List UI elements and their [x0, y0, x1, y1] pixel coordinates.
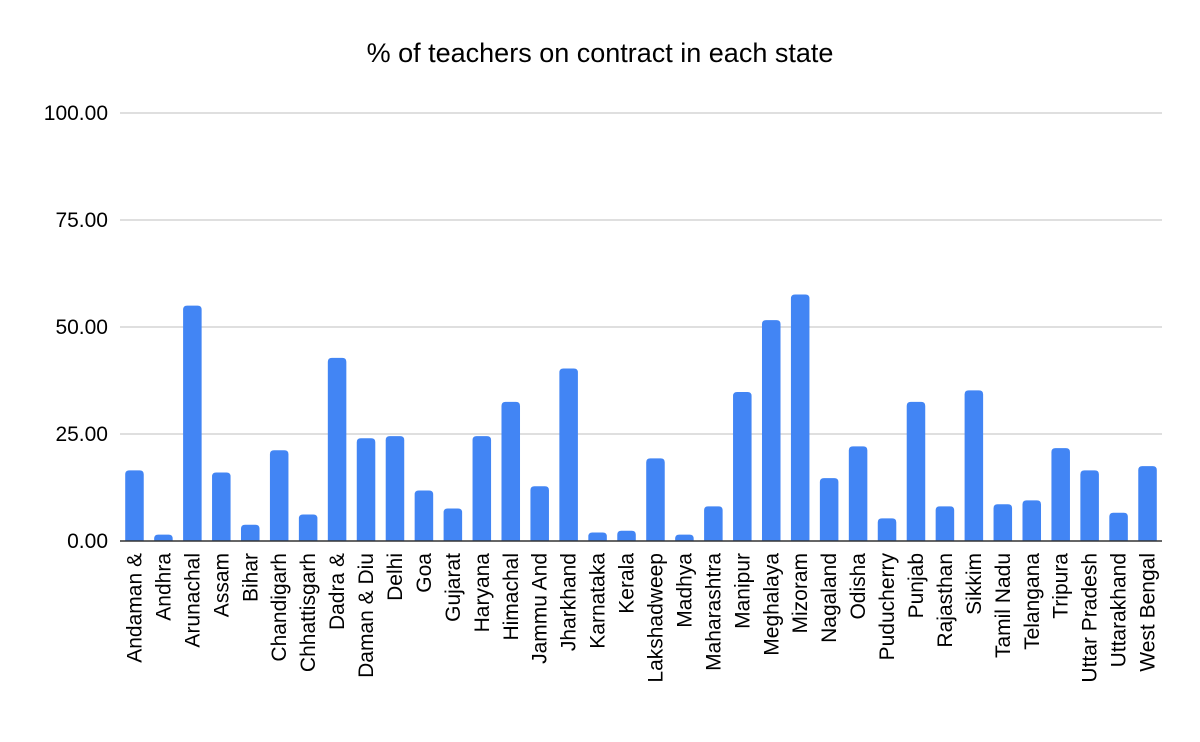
x-tick-label: Goa [413, 553, 436, 593]
chart-title: % of teachers on contract in each state [366, 38, 834, 68]
x-tick-label: Uttar Pradesh [1079, 553, 1102, 683]
y-tick-label: 75.00 [55, 209, 108, 232]
bar [646, 458, 665, 541]
x-tick-label: Tripura [1050, 553, 1073, 619]
bar [588, 532, 607, 541]
bar [848, 446, 868, 541]
x-tick-label: Meghalaya [760, 553, 783, 656]
x-tick-label: Arunachal [181, 553, 204, 648]
bar [385, 436, 405, 541]
bar [1138, 466, 1157, 541]
bar [240, 524, 260, 541]
x-tick-label: Nagaland [818, 553, 841, 643]
bar [212, 472, 231, 541]
x-tick-label: Chandigarh [268, 553, 291, 662]
x-tick-label: Karnataka [587, 553, 610, 649]
x-tick-label: Himachal [500, 553, 523, 641]
x-tick-label: Odisha [847, 553, 870, 620]
bar [935, 506, 955, 541]
x-tick-label: Lakshadweep [644, 553, 667, 683]
x-tick-label: West Bengal [1137, 553, 1160, 672]
bar [964, 390, 984, 541]
bar [183, 305, 202, 541]
bar [675, 534, 694, 541]
bar [1051, 448, 1070, 541]
x-tick-label: Sikkim [963, 553, 986, 615]
bar [1080, 470, 1099, 541]
y-axis-tick-labels: 0.00 25.00 50.00 75.00 100.00 [44, 102, 108, 553]
x-tick-label: Kerala [616, 553, 639, 614]
x-tick-label: Uttarakhand [1108, 553, 1131, 667]
bar [877, 518, 897, 541]
x-tick-label: Mizoram [789, 553, 812, 634]
bar [356, 438, 376, 541]
bar [154, 534, 173, 541]
x-tick-label: Jharkhand [558, 553, 581, 651]
x-axis-tick-labels: Andaman & Andhra Arunachal Assam Bihar Chandi… [123, 553, 1159, 683]
bar [327, 357, 347, 541]
x-tick-label: Maharashtra [702, 553, 725, 671]
bar [906, 401, 926, 541]
y-tick-label: 25.00 [55, 423, 108, 446]
x-tick-label: Bihar [239, 553, 262, 602]
bar [530, 486, 549, 541]
bar [993, 504, 1013, 541]
x-tick-label: Delhi [384, 553, 407, 601]
x-tick-label: Manipur [731, 553, 754, 629]
bar [298, 514, 318, 541]
bar [819, 478, 839, 541]
bar [1022, 500, 1042, 541]
bars [125, 294, 1157, 541]
y-tick-label: 0.00 [67, 530, 108, 553]
bar [472, 436, 492, 541]
x-tick-label: Jammu And [529, 553, 552, 664]
x-tick-label: Chhattisgarh [297, 553, 320, 672]
x-tick-label: Puducherry [876, 553, 899, 661]
bar [617, 530, 636, 541]
bar [559, 368, 578, 541]
x-tick-label: Daman & Diu [355, 553, 378, 678]
x-tick-label: Andhra [152, 553, 175, 621]
bar [790, 294, 810, 541]
x-tick-label: Telangana [1021, 553, 1044, 650]
bar [761, 320, 781, 541]
bar [501, 401, 521, 541]
x-tick-label: Assam [210, 553, 233, 617]
y-tick-label: 100.00 [44, 102, 108, 125]
x-tick-label: Gujarat [442, 553, 465, 622]
bar [414, 490, 434, 541]
x-tick-label: Rajasthan [934, 553, 957, 648]
x-tick-label: Dadra & [326, 553, 349, 630]
bar [704, 506, 723, 541]
x-tick-label: Punjab [905, 553, 928, 618]
bar [443, 508, 463, 541]
x-tick-label: Andaman & [123, 553, 146, 663]
x-tick-label: Madhya [673, 553, 696, 628]
x-tick-label: Tamil Nadu [992, 553, 1015, 658]
bar [269, 450, 289, 541]
bar [733, 392, 752, 541]
y-tick-label: 50.00 [55, 316, 108, 339]
gridlines [120, 112, 1162, 435]
bar [125, 470, 144, 541]
x-tick-label: Haryana [471, 553, 494, 633]
bar [1109, 512, 1128, 541]
